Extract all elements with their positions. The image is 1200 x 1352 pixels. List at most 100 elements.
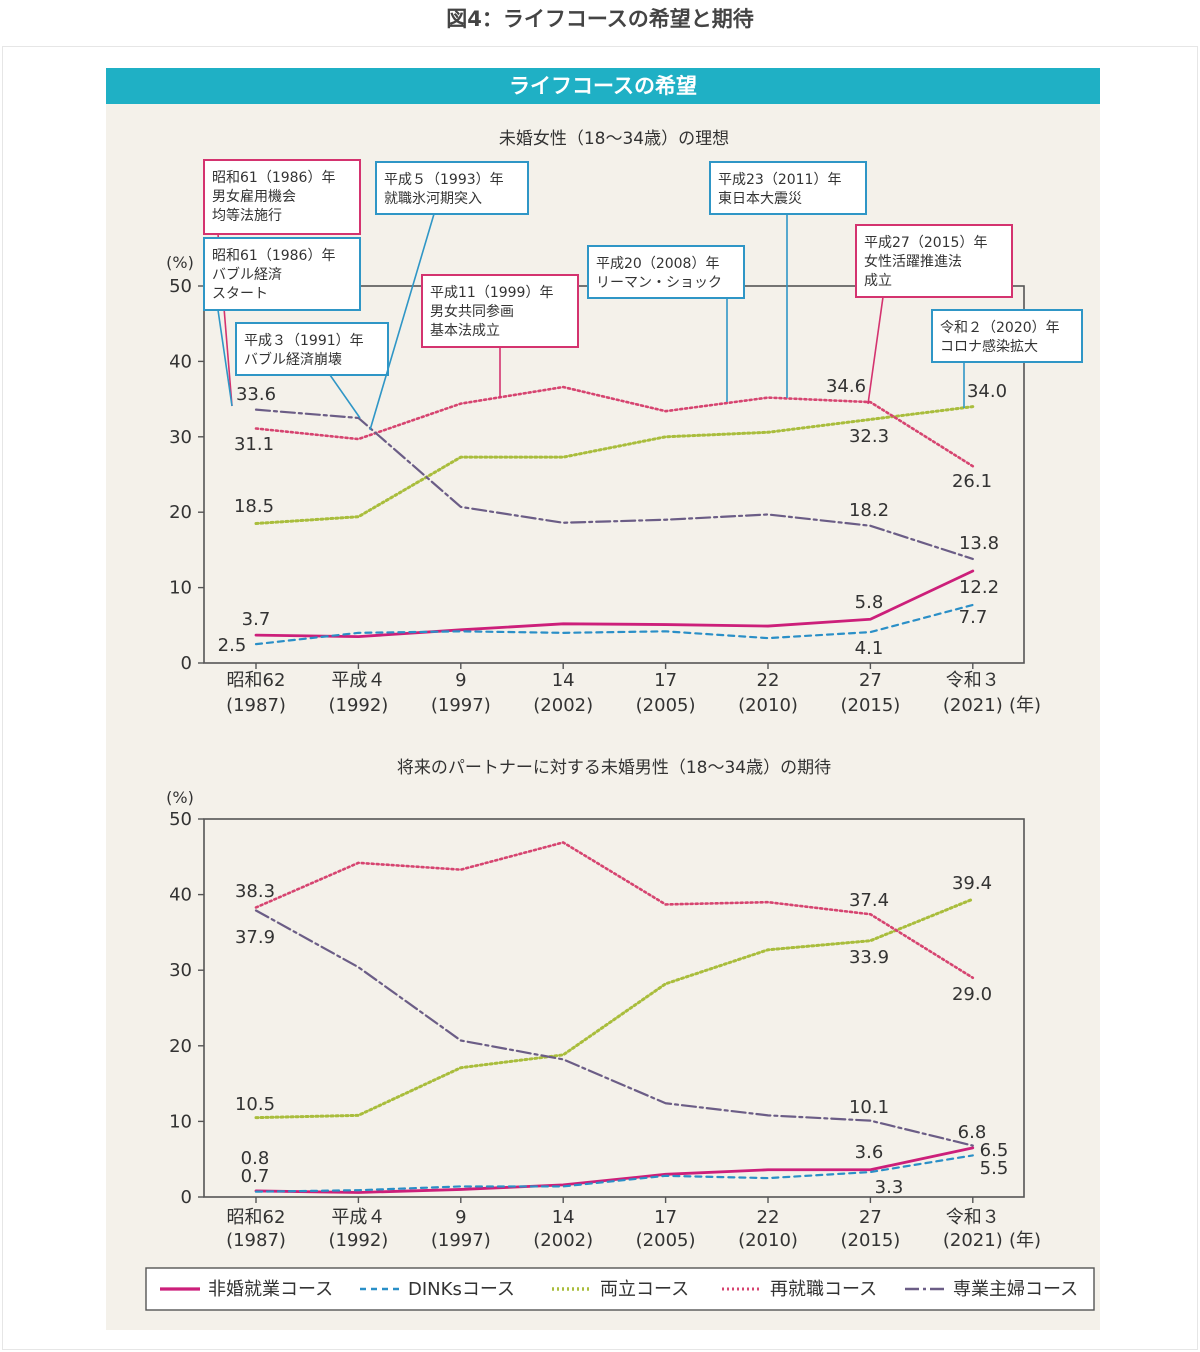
chart1-x-tick-year: (2005) — [636, 695, 696, 716]
chart2-x-tick-year: (2005) — [636, 1230, 696, 1251]
annotation-box-2 — [203, 237, 361, 311]
chart1-x-tick-label: 17 — [654, 670, 677, 691]
annotation-text-4: 就職氷河期突入 — [384, 191, 482, 207]
annotation-leader-3 — [329, 374, 361, 419]
chart1-data-label: 12.2 — [959, 577, 999, 598]
annotation-text-5: 平成11（1999）年 — [430, 285, 553, 301]
annotation-leader-8 — [867, 296, 884, 405]
chart2-data-label: 0.8 — [241, 1148, 270, 1169]
chart2-x-tick-label: 27 — [859, 1207, 882, 1228]
chart2-y-tick-label: 30 — [169, 960, 192, 981]
chart2-series-ryoritsu — [254, 897, 975, 1120]
chart2-data-label: 37.9 — [235, 927, 275, 948]
chart1-x-unit: (年) — [1009, 695, 1041, 716]
chart2-data-label: 6.5 — [980, 1140, 1009, 1161]
annotation-box-6 — [587, 245, 745, 299]
annotation-text-7: 東日本大震災 — [718, 191, 802, 207]
chart2-x-unit: (年) — [1009, 1230, 1041, 1251]
chart1-x-tick-year: (1997) — [431, 695, 491, 716]
annotation-text-8: 成立 — [864, 273, 892, 289]
annotation-text-9: コロナ感染拡大 — [940, 338, 1038, 355]
chart1-x-tick-year: (1987) — [226, 695, 286, 716]
chart2-y-unit: (%) — [166, 788, 194, 807]
chart1-y-tick-label: 30 — [169, 427, 192, 448]
annotation-text-5: 基本法成立 — [430, 322, 500, 339]
chart2-data-label: 5.5 — [980, 1158, 1009, 1179]
chart1-x-tick-year: (2015) — [840, 695, 900, 716]
chart2-x-tick-label: 昭和62 — [227, 1207, 286, 1228]
chart2-x-tick-year: (1992) — [328, 1230, 388, 1251]
chart1-data-label: 31.1 — [234, 434, 274, 455]
chart1-x-tick-label: 昭和62 — [227, 670, 286, 691]
chart2-data-label: 3.6 — [855, 1142, 884, 1163]
chart2-x-tick-label: 22 — [757, 1207, 780, 1228]
annotation-box-9 — [931, 309, 1083, 363]
legend-label-sengyo: 専業主婦コース — [953, 1279, 1078, 1300]
chart2-data-label: 33.9 — [849, 947, 889, 968]
annotation-text-6: 平成20（2008）年 — [596, 256, 719, 272]
chart1-data-label: 3.7 — [242, 609, 271, 630]
chart1-y-tick-label: 50 — [169, 276, 192, 297]
chart1-y-tick-label: 20 — [169, 502, 192, 523]
chart2-data-label: 0.7 — [241, 1166, 270, 1187]
chart2-data-label: 39.4 — [952, 873, 992, 894]
annotation-text-4: 平成５（1993）年 — [384, 172, 504, 188]
annotation-text-1: 昭和61（1986）年 — [212, 170, 335, 186]
annotation-text-2: スタート — [212, 286, 268, 302]
chart1-title: 未婚女性（18～34歳）の理想 — [499, 129, 729, 149]
chart1-data-label: 13.8 — [959, 533, 999, 554]
chart2-y-tick-label: 50 — [169, 809, 192, 830]
chart1-data-label: 7.7 — [959, 607, 988, 628]
chart1-y-tick-label: 10 — [169, 578, 192, 599]
chart2-x-tick-label: 17 — [654, 1207, 677, 1228]
annotation-box-5 — [421, 274, 579, 348]
chart1-data-label: 4.1 — [855, 638, 884, 659]
annotation-box-4 — [375, 161, 529, 215]
page-title: 図4：ライフコースの希望と期待 — [446, 7, 754, 31]
chart2-x-tick-label: 令和３ — [946, 1207, 1000, 1228]
annotation-text-1: 男女雇用機会 — [212, 188, 296, 205]
legend-label-ryoritsu: 両立コース — [600, 1279, 689, 1300]
annotation-leader-2 — [217, 309, 233, 407]
annotation-text-2: 昭和61（1986）年 — [212, 248, 335, 264]
chart2-series-hikon — [254, 1146, 975, 1194]
chart2-data-label: 10.5 — [235, 1094, 275, 1115]
chart2-x-tick-year: (1987) — [226, 1230, 286, 1251]
chart1-data-label: 32.3 — [849, 426, 889, 447]
chart1-x-tick-label: 22 — [757, 670, 780, 691]
legend-label-hikon: 非婚就業コース — [208, 1279, 333, 1300]
chart2-y-tick-label: 40 — [169, 885, 192, 906]
chart1-x-tick-year: (2021) — [943, 695, 1003, 716]
chart2-title: 将来のパートナーに対する未婚男性（18～34歳）の期待 — [397, 758, 831, 778]
chart1-x-tick-year: (2002) — [533, 695, 593, 716]
chart1-data-label: 5.8 — [855, 592, 884, 613]
chart1-series-hikon — [254, 569, 975, 639]
chart2-x-tick-year: (2010) — [738, 1230, 798, 1251]
chart1-y-tick-label: 40 — [169, 351, 192, 372]
chart2-y-tick-label: 20 — [169, 1036, 192, 1057]
chart2-x-tick-year: (2021) — [943, 1230, 1003, 1251]
chart2-series-sengyo — [254, 909, 974, 1147]
chart1-data-label: 34.6 — [826, 376, 866, 397]
chart2-y-tick-label: 0 — [181, 1187, 192, 1208]
chart2-plot-frame — [203, 818, 1025, 1198]
chart2-data-label: 38.3 — [235, 881, 275, 902]
annotation-text-3: バブル経済崩壊 — [244, 351, 342, 368]
chart1-data-label: 18.5 — [234, 496, 274, 517]
chart2-data-label: 10.1 — [849, 1097, 889, 1118]
chart1-data-label: 18.2 — [849, 500, 889, 521]
chart1-y-tick-label: 0 — [181, 653, 192, 674]
annotation-text-8: 平成27（2015）年 — [864, 235, 987, 251]
annotation-leader-4 — [369, 213, 435, 431]
annotation-text-6: リーマン・ショック — [596, 275, 722, 291]
annotation-box-8 — [855, 224, 1013, 298]
annotation-text-5: 男女共同参画 — [430, 303, 514, 320]
chart2-x-tick-label: 9 — [455, 1207, 466, 1228]
chart2-series-dinks — [254, 1154, 974, 1193]
annotation-text-1: 均等法施行 — [212, 207, 282, 224]
chart2-x-tick-year: (2002) — [533, 1230, 593, 1251]
chart1-series-sengyo — [254, 408, 974, 561]
chart2-x-tick-year: (1997) — [431, 1230, 491, 1251]
chart1-x-tick-year: (2010) — [738, 695, 798, 716]
